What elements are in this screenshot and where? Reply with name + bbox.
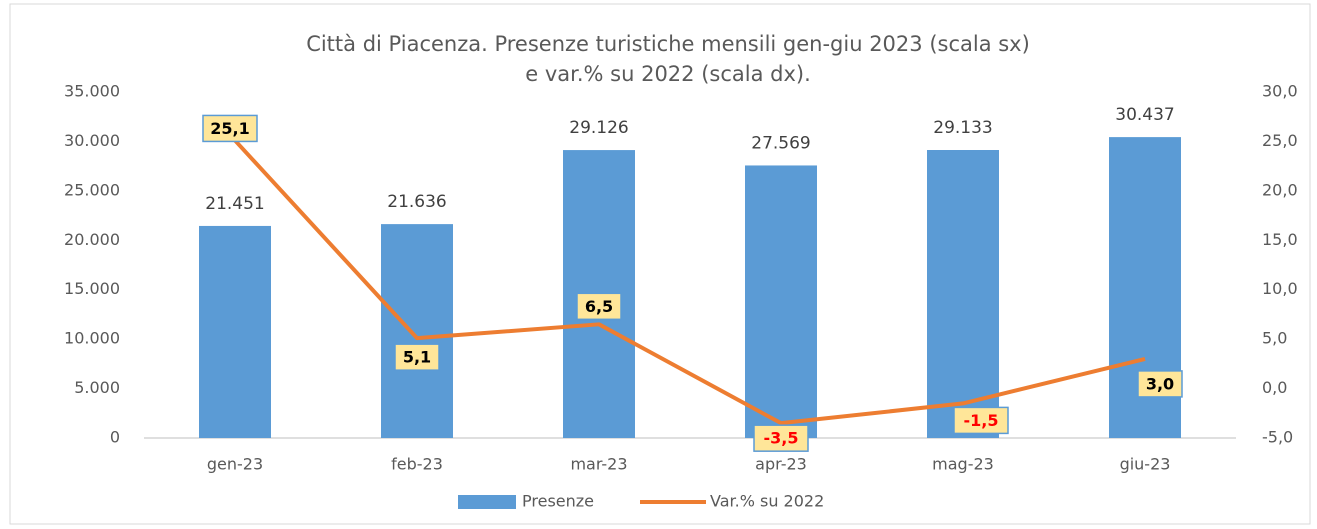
label-box: [1137, 370, 1183, 398]
bar-label: 21.636: [387, 192, 446, 212]
bar: [199, 225, 271, 438]
y-tick-label: 35.000: [64, 82, 120, 101]
y2-tick-label: 30,0: [1262, 82, 1298, 101]
bar-label: 27.569: [751, 133, 810, 153]
y-tick-label: 0: [110, 428, 120, 447]
bar: [381, 224, 453, 438]
line-label: -1,5: [964, 411, 999, 430]
bar-label: 29.133: [933, 118, 992, 138]
y2-tick-label: 25,0: [1262, 131, 1298, 150]
y2-tick-label: 15,0: [1262, 230, 1298, 249]
y-tick-label: 15.000: [64, 279, 120, 298]
bar: [745, 165, 817, 438]
line-label: 5,1: [403, 348, 431, 367]
x-tick-label: mar-23: [570, 455, 627, 474]
y2-tick-label: -5,0: [1262, 428, 1293, 447]
y2-tick-label: 0,0: [1262, 378, 1287, 397]
label-box: [202, 114, 258, 143]
bar-label: 29.126: [569, 118, 628, 138]
x-tick-label: mag-23: [932, 455, 994, 474]
x-tick-label: giu-23: [1120, 455, 1171, 474]
y2-tick-label: 5,0: [1262, 329, 1287, 348]
line-label: -3,5: [764, 429, 799, 448]
x-tick-label: gen-23: [207, 455, 263, 474]
label-box: [576, 292, 622, 321]
legend-label: Var.% su 2022: [710, 492, 824, 511]
y-tick-label: 25.000: [64, 180, 120, 199]
legend-swatch: [458, 495, 516, 509]
line-label: 6,5: [585, 297, 613, 316]
x-tick-label: apr-23: [755, 455, 807, 474]
legend-label: Presenze: [522, 492, 594, 511]
bar: [927, 149, 999, 438]
y2-tick-label: 20,0: [1262, 180, 1298, 199]
bar-label: 30.437: [1115, 105, 1174, 125]
line-label: 3,0: [1146, 374, 1174, 393]
y-tick-label: 5.000: [74, 378, 120, 397]
chart-title: e var.% su 2022 (scala dx).: [525, 62, 811, 86]
y2-tick-label: 10,0: [1262, 279, 1298, 298]
label-box: [753, 424, 809, 452]
line-label: 25,1: [210, 119, 249, 138]
chart-title: Città di Piacenza. Presenze turistiche m…: [306, 32, 1030, 56]
label-box: [953, 406, 1009, 435]
line: [233, 139, 1146, 426]
y-tick-label: 30.000: [64, 131, 120, 150]
label-box: [394, 343, 440, 371]
bar-label: 21.451: [205, 194, 264, 214]
y-tick-label: 20.000: [64, 230, 120, 249]
y-tick-label: 10.000: [64, 329, 120, 348]
x-tick-label: feb-23: [391, 455, 443, 474]
